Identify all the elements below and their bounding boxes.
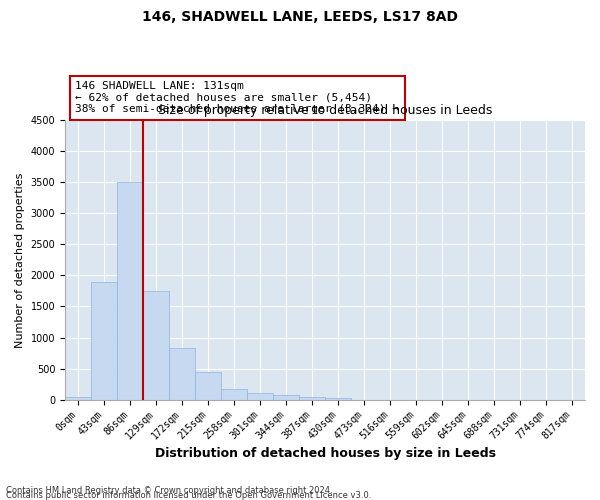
Bar bbox=[169, 348, 195, 400]
Text: 146, SHADWELL LANE, LEEDS, LS17 8AD: 146, SHADWELL LANE, LEEDS, LS17 8AD bbox=[142, 10, 458, 24]
Text: Contains HM Land Registry data © Crown copyright and database right 2024.: Contains HM Land Registry data © Crown c… bbox=[6, 486, 332, 495]
Bar bbox=[195, 372, 221, 400]
Bar bbox=[325, 398, 351, 400]
Bar bbox=[221, 389, 247, 400]
X-axis label: Distribution of detached houses by size in Leeds: Distribution of detached houses by size … bbox=[155, 447, 496, 460]
Bar bbox=[91, 282, 117, 400]
Bar bbox=[273, 396, 299, 400]
Bar bbox=[299, 397, 325, 400]
Text: 146 SHADWELL LANE: 131sqm
← 62% of detached houses are smaller (5,454)
38% of se: 146 SHADWELL LANE: 131sqm ← 62% of detac… bbox=[76, 81, 400, 114]
Bar bbox=[117, 182, 143, 400]
Bar bbox=[247, 393, 273, 400]
Bar bbox=[65, 396, 91, 400]
Bar bbox=[143, 291, 169, 400]
Text: Contains public sector information licensed under the Open Government Licence v3: Contains public sector information licen… bbox=[6, 491, 371, 500]
Y-axis label: Number of detached properties: Number of detached properties bbox=[15, 172, 25, 348]
Title: Size of property relative to detached houses in Leeds: Size of property relative to detached ho… bbox=[158, 104, 492, 118]
